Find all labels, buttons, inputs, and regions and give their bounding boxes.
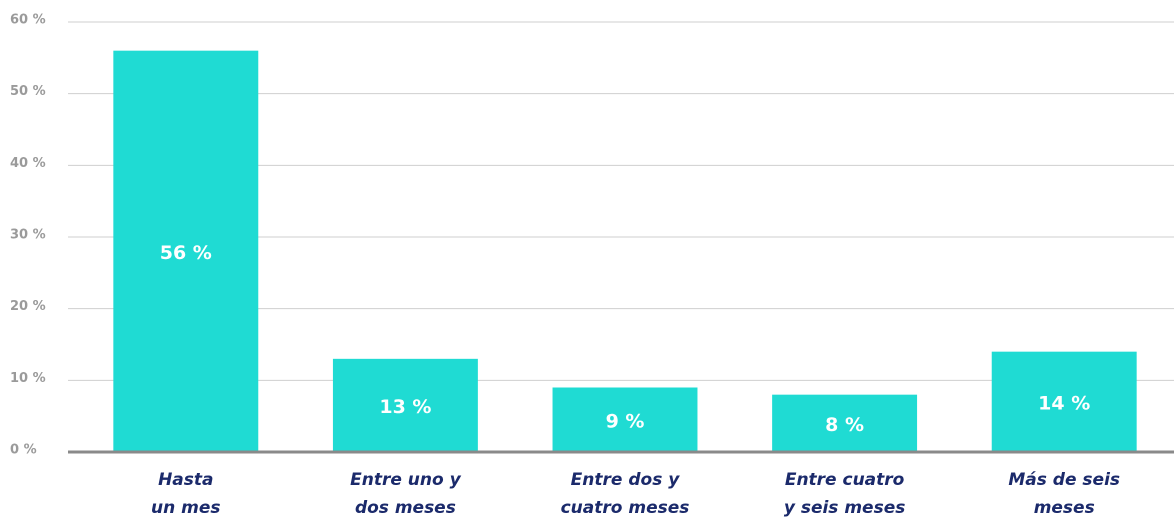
bar [772,394,918,452]
x-tick-label: Entre cuatro y seis meses [784,470,906,518]
bar [991,351,1137,452]
value-label: 14 % [1038,392,1090,414]
bar [113,50,259,453]
y-tick-label: 30 % [10,228,46,243]
y-tick-label: 60 % [10,13,46,28]
value-label: 56 % [160,242,212,264]
value-label: 9 % [606,410,645,432]
y-tick-label: 40 % [10,156,46,171]
y-tick-label: 10 % [10,371,46,386]
x-tick-label: Hasta un mes [151,470,221,518]
x-tick-label: Entre uno y dos meses [350,470,461,518]
y-tick-label: 50 % [10,84,46,99]
y-tick-label: 0 % [10,443,37,458]
value-label: 8 % [825,414,864,436]
x-tick-label: Entre dos y cuatro meses [561,470,690,518]
x-tick-label: Más de seis meses [1008,470,1120,518]
bar [552,387,698,452]
bar [332,358,478,452]
y-tick-label: 20 % [10,299,46,314]
value-label: 13 % [379,396,431,418]
